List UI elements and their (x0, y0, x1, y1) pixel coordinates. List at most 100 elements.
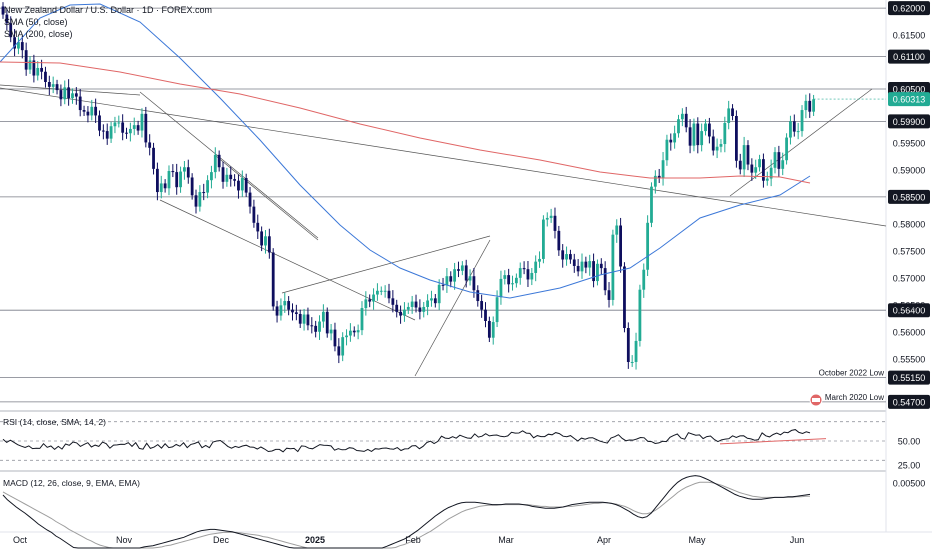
candle (765, 171, 769, 186)
candle (406, 302, 410, 314)
rsi-tick-label: 50.00 (898, 437, 921, 447)
candle (677, 114, 680, 138)
candle (294, 304, 298, 321)
candle (121, 114, 125, 141)
candle (352, 326, 356, 337)
candle-body (171, 171, 175, 173)
candle-body (372, 294, 375, 302)
candle-body (190, 177, 194, 196)
candle-body (623, 266, 626, 328)
candle-body (468, 276, 472, 281)
trendline-5 (414, 239, 491, 377)
candle (51, 76, 55, 94)
candle-body (78, 96, 82, 111)
candle (283, 292, 287, 313)
candle (796, 122, 800, 140)
price-tick-label: 0.57500 (893, 246, 926, 256)
candle (410, 295, 414, 314)
candle (619, 217, 622, 273)
candle (472, 268, 476, 298)
candle-body (576, 265, 580, 272)
candle (9, 16, 13, 43)
candle-body (580, 261, 584, 272)
level-label-0: 0.62000 (888, 1, 930, 16)
candle (480, 294, 484, 318)
candle (78, 89, 82, 117)
candle-body (445, 276, 449, 286)
price-tick-label: 0.61500 (893, 31, 926, 41)
candle (781, 152, 785, 176)
candle-body (522, 268, 526, 270)
candle-body (352, 330, 356, 333)
candle (588, 254, 592, 276)
candle (140, 108, 144, 138)
candle-body (719, 144, 723, 147)
trendline-2 (139, 91, 319, 239)
candle (518, 262, 522, 285)
candle (684, 106, 688, 133)
candle-body (17, 42, 20, 49)
candle-body (186, 167, 190, 178)
candle (561, 244, 565, 268)
chart-title: New Zealand Dollar / U.S. Dollar · 1D · … (4, 5, 213, 15)
candle-body (256, 222, 260, 232)
candle (800, 105, 804, 137)
level-label-bg (888, 114, 930, 129)
candle-body (526, 269, 530, 280)
candle-body (159, 183, 163, 193)
candle-body (248, 192, 252, 207)
candle (542, 215, 545, 264)
candle-body (491, 322, 495, 338)
candle-body (480, 301, 484, 310)
candle (499, 270, 503, 305)
candle-body (642, 269, 646, 290)
candle-body (86, 111, 90, 116)
candle-body (360, 308, 364, 331)
candle-body (715, 146, 719, 151)
candle (804, 94, 808, 119)
candle (437, 279, 441, 311)
candle (325, 307, 329, 338)
candle (152, 142, 155, 175)
candle (592, 253, 595, 288)
candle-body (20, 42, 24, 51)
sma200-legend: SMA (200, close) (4, 29, 73, 39)
candle-body (59, 90, 63, 100)
candle (341, 332, 345, 362)
candle-body (665, 139, 669, 161)
candle (179, 166, 182, 193)
candle (364, 291, 368, 316)
candle-body (773, 152, 777, 168)
candle (792, 114, 796, 137)
candle-body (777, 152, 781, 169)
candle (194, 189, 198, 214)
candle-body (588, 261, 592, 268)
candle-body (32, 60, 36, 76)
candle (105, 123, 109, 145)
candle-body (321, 311, 325, 322)
candle (156, 162, 159, 201)
candle (476, 285, 480, 307)
candle-body (364, 299, 368, 309)
candle (569, 249, 572, 264)
candle (167, 165, 171, 196)
candle (63, 80, 67, 105)
candle (700, 123, 704, 152)
flag-icon (809, 393, 823, 407)
sma200-line (0, 61, 811, 184)
candle-body (383, 290, 387, 292)
candle (248, 186, 252, 214)
candle-body (603, 268, 607, 291)
candle (661, 152, 665, 186)
candle-body (460, 265, 464, 271)
candle (742, 136, 746, 177)
candle (430, 290, 433, 307)
candle-body (619, 225, 622, 267)
candle-body (294, 312, 298, 314)
candle-body (511, 283, 514, 285)
candle (109, 121, 113, 143)
candle (484, 302, 487, 328)
rsi-line (2, 429, 811, 453)
candle-body (769, 167, 773, 179)
